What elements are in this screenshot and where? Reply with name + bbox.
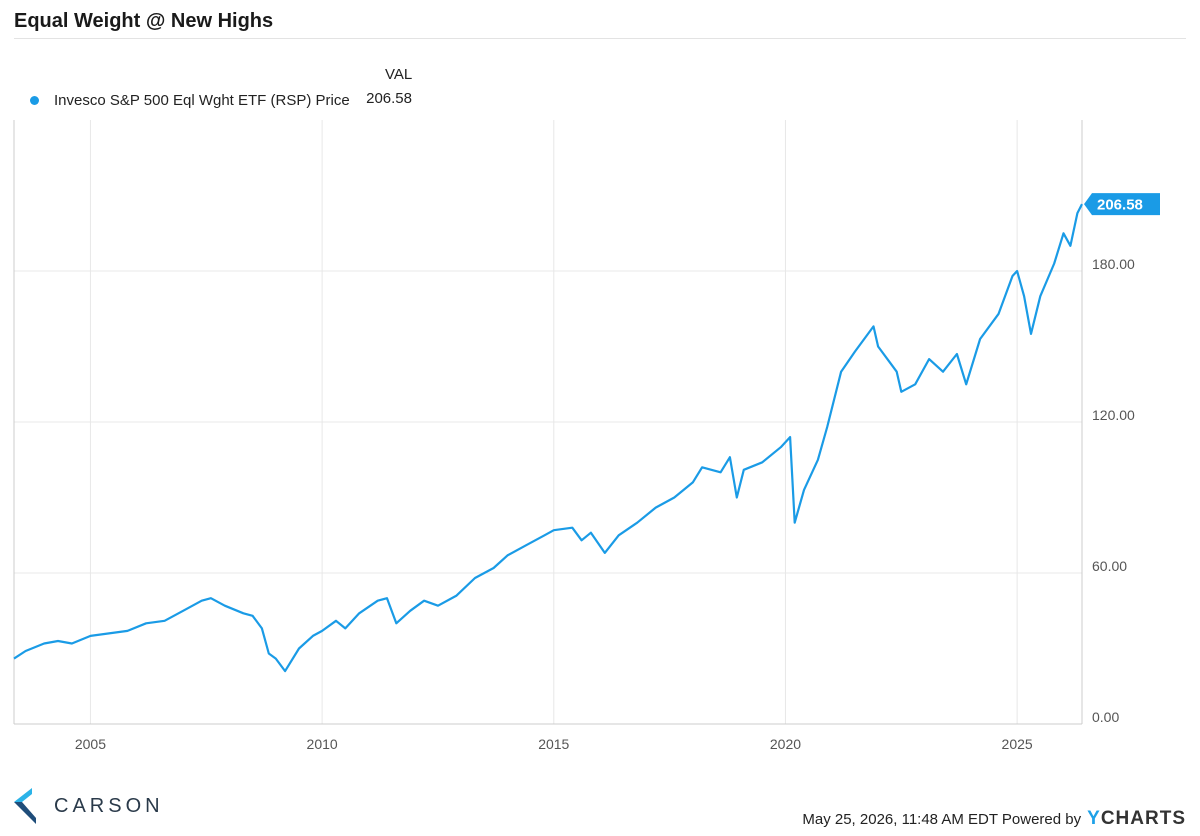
series-line-rsp [13, 203, 1083, 673]
chart-axes [13, 120, 1083, 725]
last-value-tag: 206.58 [1084, 193, 1160, 216]
legend-value-header: VAL [385, 66, 413, 83]
x-tick-label: 2015 [538, 736, 569, 752]
y-tick-label: 180.00 [1092, 256, 1135, 272]
ycharts-logo[interactable]: YCHARTS [1087, 808, 1186, 830]
legend-label: Invesco S&P 500 Eql Wght ETF (RSP) Price [54, 91, 350, 109]
y-tick-label: 120.00 [1092, 407, 1135, 423]
legend-dot-icon [30, 95, 39, 105]
carson-brand-text: CARSON [54, 794, 164, 817]
x-axis-ticks: 2005 2010 2015 2020 2025 [75, 736, 1033, 752]
chart-grid [14, 120, 1082, 724]
y-axis-ticks: 0.00 60.00 120.00 180.00 [1092, 256, 1135, 725]
x-tick-label: 2010 [307, 736, 338, 752]
footer-credit: May 25, 2026, 11:48 AM EDT Powered by YC… [802, 808, 1186, 830]
x-tick-label: 2005 [75, 736, 106, 752]
title-divider [14, 38, 1186, 39]
carson-mark-icon [14, 788, 36, 824]
ycharts-text: CHARTS [1100, 808, 1186, 829]
last-value-text: 206.58 [1097, 197, 1143, 214]
footer-timestamp: May 25, 2026, 11:48 AM EDT Powered by [802, 810, 1082, 828]
ycharts-y-mark: Y [1087, 808, 1101, 829]
carson-logo: CARSON [14, 788, 164, 824]
y-tick-label: 0.00 [1092, 709, 1119, 725]
y-tick-label: 60.00 [1092, 558, 1127, 574]
x-tick-label: 2025 [1002, 736, 1033, 752]
page-title: Equal Weight @ New Highs [14, 10, 274, 32]
legend-value: 206.58 [366, 90, 412, 107]
legend-item[interactable]: Invesco S&P 500 Eql Wght ETF (RSP) Price [30, 90, 350, 110]
x-tick-label: 2020 [770, 736, 801, 752]
